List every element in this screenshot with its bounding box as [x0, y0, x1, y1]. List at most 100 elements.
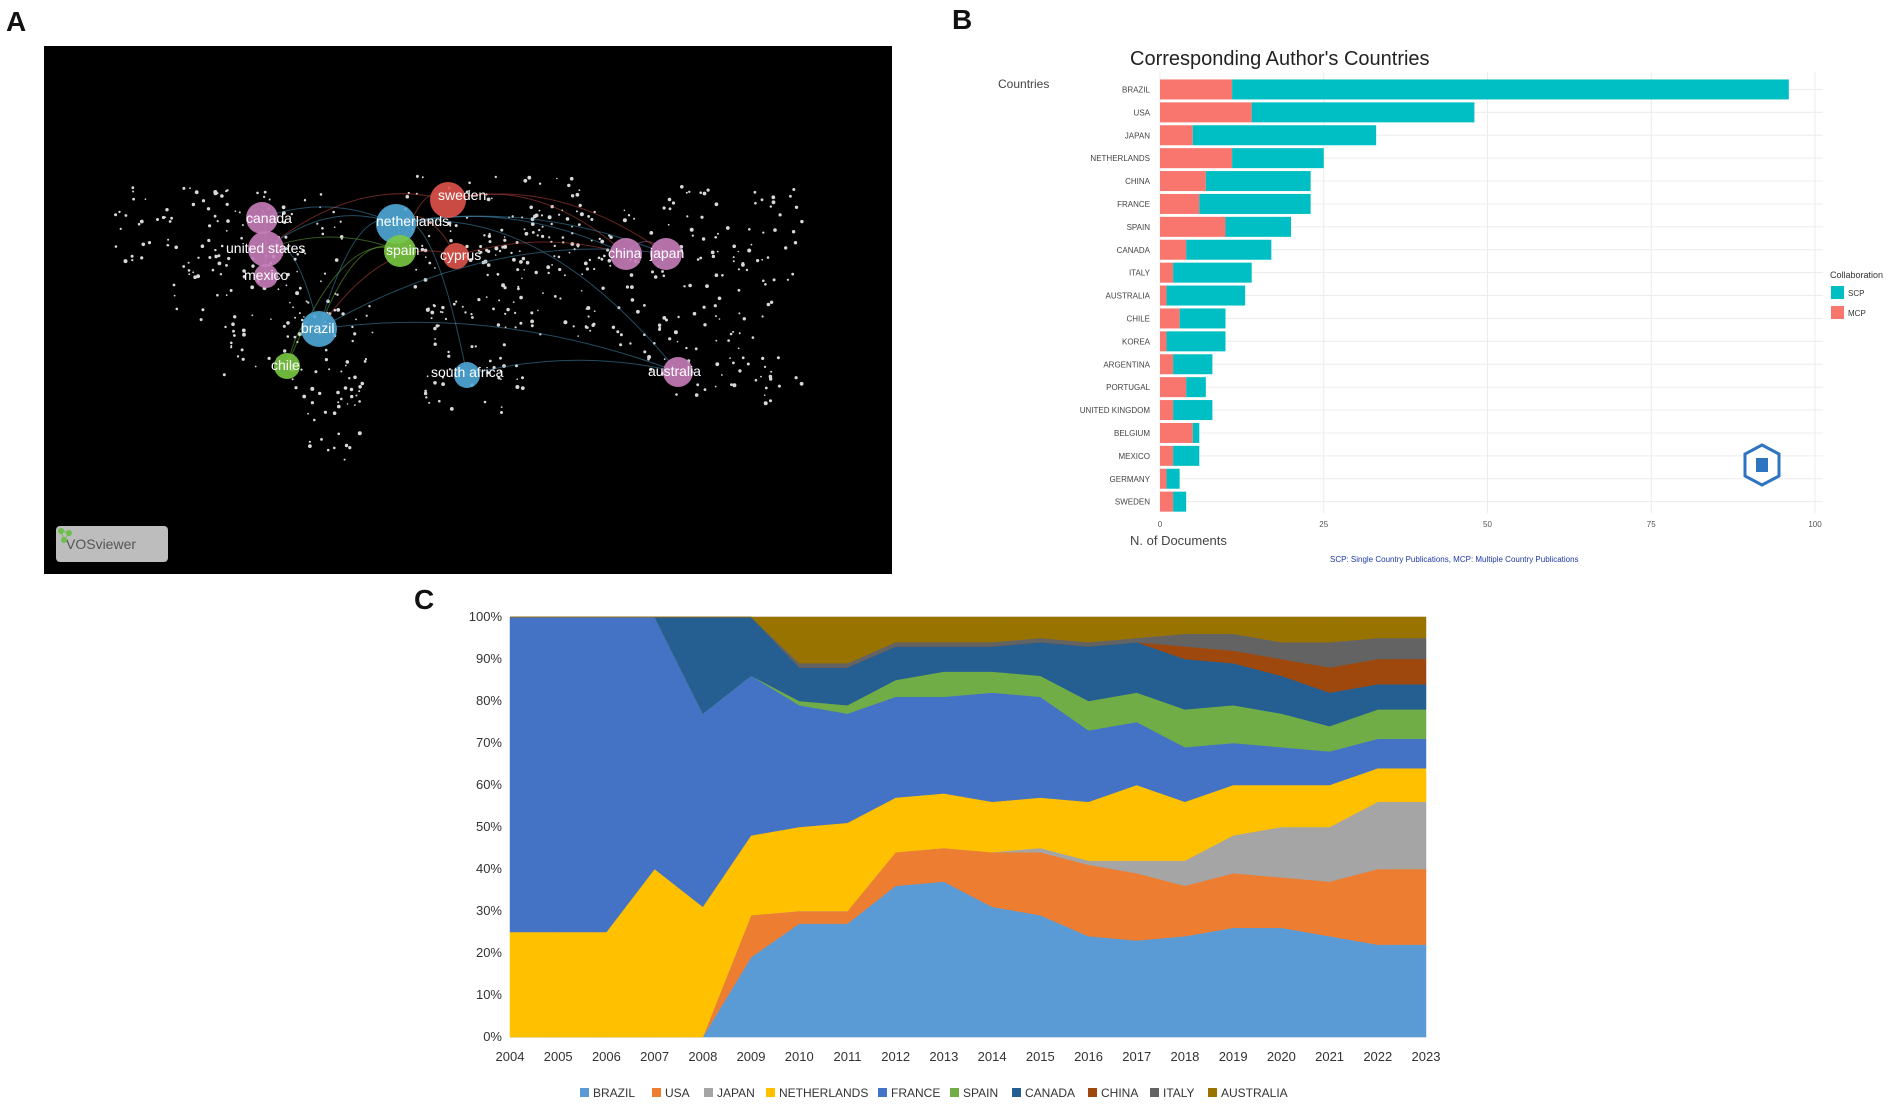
map-dot — [444, 317, 448, 321]
network-node[interactable] — [430, 182, 466, 218]
map-dot — [617, 306, 621, 310]
bar-scp — [1232, 148, 1324, 169]
map-dot — [732, 244, 736, 249]
bar-mcp — [1160, 491, 1174, 512]
map-dot — [784, 246, 788, 250]
map-dot — [548, 236, 551, 239]
bar-category-label: SWEDEN — [1115, 498, 1150, 507]
map-dots — [114, 174, 804, 461]
map-dot — [578, 203, 582, 208]
map-dot — [677, 315, 680, 319]
map-dot — [738, 332, 741, 335]
area-legend-label: BRAZIL — [593, 1086, 635, 1100]
map-dot — [474, 345, 477, 348]
map-dot — [653, 342, 656, 345]
map-dot — [483, 234, 486, 237]
map-dot — [174, 245, 178, 250]
map-dot — [468, 181, 471, 185]
map-dot — [668, 337, 672, 341]
map-dot — [537, 309, 539, 312]
map-dot — [227, 256, 231, 261]
area-y-tick-label: 90% — [476, 651, 502, 666]
area-legend-label: USA — [665, 1086, 690, 1100]
bar-scp — [1166, 331, 1226, 352]
bar-mcp — [1160, 285, 1167, 306]
map-dot — [538, 209, 541, 212]
map-dot — [188, 273, 191, 276]
area-x-tick-label: 2006 — [592, 1049, 621, 1064]
map-dot — [308, 440, 311, 443]
map-dot — [336, 390, 340, 395]
network-node[interactable] — [650, 238, 682, 270]
area-x-tick-label: 2023 — [1412, 1049, 1441, 1064]
area-x-tick-label: 2018 — [1170, 1049, 1199, 1064]
map-dot — [721, 274, 724, 277]
map-dot — [657, 323, 662, 327]
map-dot — [573, 248, 576, 251]
map-dot — [214, 254, 217, 257]
map-dot — [337, 401, 340, 404]
map-dot — [144, 198, 147, 200]
map-dot — [512, 301, 515, 303]
map-dot — [447, 221, 452, 226]
bar-category-label: FRANCE — [1117, 200, 1150, 209]
map-dot — [737, 250, 740, 253]
network-node[interactable] — [248, 231, 284, 267]
area-legend-label: ITALY — [1163, 1086, 1195, 1100]
map-dot — [699, 256, 703, 260]
map-dot — [531, 231, 535, 234]
map-dot — [516, 268, 520, 272]
map-dot — [230, 346, 233, 349]
network-node-label: mexico — [244, 267, 289, 283]
bar-mcp — [1160, 79, 1233, 100]
map-dot — [667, 223, 670, 226]
map-dot — [225, 264, 228, 267]
map-dot — [527, 175, 532, 180]
map-dot — [263, 190, 267, 194]
map-dot — [336, 308, 341, 312]
network-node[interactable] — [663, 357, 693, 387]
map-dot — [420, 247, 425, 252]
map-dot — [571, 232, 574, 235]
map-dot — [424, 389, 427, 393]
network-node[interactable] — [610, 238, 642, 270]
vosviewer-logo-icon — [58, 528, 72, 543]
map-dot — [658, 326, 662, 330]
map-dot — [371, 331, 374, 334]
network-node[interactable] — [254, 264, 278, 288]
network-node[interactable] — [443, 243, 469, 269]
map-dot — [310, 401, 314, 405]
bar-scp — [1199, 193, 1311, 214]
map-dot — [504, 312, 507, 315]
map-dot — [769, 399, 772, 403]
map-dot — [498, 249, 502, 253]
map-dot — [715, 362, 720, 367]
map-dot — [286, 272, 290, 277]
map-dot — [479, 250, 483, 254]
map-dot — [433, 381, 437, 385]
network-node[interactable] — [274, 353, 300, 379]
area-legend-swatch — [580, 1088, 589, 1097]
area-y-tick-label: 0% — [483, 1029, 502, 1044]
area-x-tick-label: 2019 — [1219, 1049, 1248, 1064]
network-node[interactable] — [301, 311, 337, 347]
area-x-tick-label: 2020 — [1267, 1049, 1296, 1064]
bar-x-tick-label: 50 — [1483, 520, 1492, 529]
map-dot — [521, 376, 524, 380]
network-node[interactable] — [384, 235, 416, 267]
map-dot — [561, 209, 564, 212]
map-dot — [603, 254, 606, 258]
map-dot — [241, 357, 245, 361]
bar-mcp — [1160, 400, 1174, 421]
map-dot — [488, 359, 492, 363]
map-dot — [692, 311, 697, 316]
map-dot — [547, 215, 552, 220]
map-dot — [691, 234, 694, 237]
map-dot — [140, 256, 144, 260]
network-node[interactable] — [454, 362, 480, 388]
network-node[interactable] — [246, 202, 278, 234]
map-dot — [434, 338, 436, 340]
network-node[interactable] — [376, 204, 416, 244]
area-y-tick-label: 40% — [476, 861, 502, 876]
map-dot — [267, 356, 271, 360]
